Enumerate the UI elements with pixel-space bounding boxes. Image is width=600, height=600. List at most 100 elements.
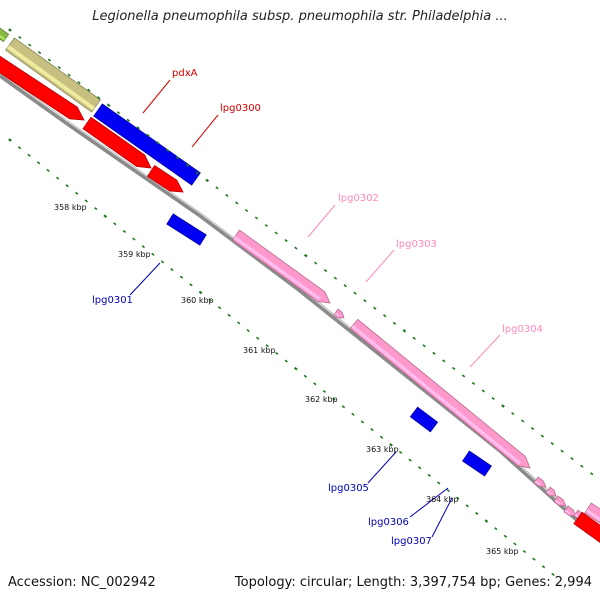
accession-text: Accession: NC_002942 [8, 575, 156, 590]
lpg0303-leader [365, 249, 395, 283]
inner-ruler-tick [227, 313, 231, 317]
outer-ruler-tick [126, 118, 130, 122]
lpg0302-leader [307, 204, 336, 238]
inner-ruler-tick [208, 298, 212, 302]
inner-ruler-tick [465, 504, 469, 508]
feature-lpg0305 [409, 406, 439, 433]
outer-ruler-tick [303, 253, 308, 258]
outer-ruler-tick [106, 103, 111, 107]
outer-ruler-tick [412, 336, 416, 340]
feature-small-pink-b [533, 476, 547, 488]
outer-ruler-tick [67, 73, 71, 77]
tick-label-363: 363 kbp [366, 445, 399, 454]
inner-ruler-tick [170, 267, 174, 272]
gene-label-lpg0303: lpg0303 [396, 239, 437, 250]
outer-ruler-tick [363, 299, 367, 303]
inner-ruler-tick [398, 450, 403, 455]
tick-label-364: 364 kbp [426, 495, 459, 504]
outer-ruler-tick [195, 171, 199, 175]
outer-ruler-tick [205, 178, 210, 183]
outer-ruler-tick [570, 457, 574, 461]
outer-ruler-tick [8, 28, 12, 32]
inner-ruler-tick [141, 245, 145, 249]
gene-label-lpg0301: lpg0301 [92, 295, 133, 306]
feature-red-upstream-highlight [0, 66, 73, 118]
inner-ruler-tick [160, 260, 165, 264]
inner-ruler-tick [408, 458, 412, 462]
outer-ruler-tick [501, 404, 505, 408]
inner-ruler-tick [36, 161, 41, 165]
inner-ruler-tick [8, 138, 12, 142]
tick-label-360: 360 kbp [181, 296, 214, 305]
gene-label-lpg0306: lpg0306 [368, 517, 409, 528]
inner-ruler-tick [84, 199, 88, 203]
outer-ruler-tick [215, 186, 219, 190]
inner-ruler-tick [265, 344, 269, 348]
tick-layer [8, 28, 594, 576]
inner-ruler-tick [513, 542, 517, 546]
tick-label-361: 361 kbp [243, 346, 276, 355]
inner-ruler-tick [132, 237, 136, 241]
tick-label-358: 358 kbp [54, 203, 87, 212]
pdxA-leader [142, 79, 171, 114]
outer-ruler-tick [156, 141, 160, 145]
outer-ruler-tick [284, 238, 288, 243]
outer-ruler-tick [244, 208, 249, 213]
feature-small-pink-d-highlight [554, 499, 561, 505]
feature-lpg0300-highlight [148, 172, 173, 190]
lpg0301-leader [129, 262, 161, 296]
inner-ruler-tick [446, 488, 450, 493]
outer-ruler-tick [550, 442, 554, 446]
feature-olive [5, 37, 101, 113]
inner-ruler-tick [17, 146, 22, 150]
outer-ruler-tick [511, 411, 515, 416]
outer-ruler-tick [146, 133, 150, 137]
inner-ruler-tick [46, 168, 50, 173]
outer-ruler-tick [333, 276, 338, 280]
inner-ruler-tick [217, 306, 222, 310]
lpg0300-leader [191, 114, 219, 148]
feature-small-pink-c-highlight [546, 490, 552, 496]
outer-ruler-tick [422, 344, 426, 348]
outer-ruler-tick [402, 329, 407, 333]
feature-small-pink-e-highlight [564, 509, 571, 515]
outer-ruler-tick [47, 58, 52, 62]
inner-ruler-tick [522, 549, 527, 554]
feature-pink-edge-highlight [585, 508, 600, 522]
feature-lpg0305-highlight [411, 413, 434, 431]
outer-ruler-tick [432, 351, 436, 355]
tick-label-359: 359 kbp [118, 250, 151, 259]
outer-ruler-tick [461, 374, 466, 378]
feature-pdxA-highlight [84, 124, 140, 165]
feature-lpg0304 [349, 318, 531, 469]
outer-ruler-tick [254, 216, 259, 220]
outer-ruler-tick [383, 314, 387, 318]
feature-lpg0301-highlight [167, 220, 203, 244]
outer-ruler-tick [442, 359, 446, 363]
feature-olive-highlight [6, 45, 96, 111]
outer-ruler-tick [235, 201, 239, 205]
inner-ruler-tick [189, 283, 193, 287]
outer-ruler-tick [560, 449, 564, 453]
outer-ruler-tick [225, 193, 229, 197]
inner-ruler-tick [360, 420, 365, 424]
outer-ruler-tick [530, 426, 535, 431]
outer-ruler-tick [314, 261, 318, 265]
feature-lpg0300 [146, 165, 184, 193]
inner-ruler-tick [370, 428, 374, 432]
inner-ruler-tick [389, 443, 393, 447]
inner-ruler-tick [94, 207, 98, 211]
feature-small-pink-a [333, 308, 345, 319]
outer-ruler-tick [264, 223, 268, 228]
backbone-line [0, 72, 600, 542]
outer-ruler-tick [521, 419, 525, 423]
outer-ruler-tick [136, 126, 140, 130]
outer-ruler-tick [471, 381, 476, 385]
topology-summary-text: Topology: circular; Length: 3,397,754 bp… [234, 575, 592, 590]
outer-ruler-tick [540, 434, 545, 438]
lpg0304-leader [469, 334, 501, 368]
inner-ruler-tick [151, 252, 155, 256]
feature-layer [0, 27, 600, 543]
inner-ruler-tick [122, 229, 126, 234]
